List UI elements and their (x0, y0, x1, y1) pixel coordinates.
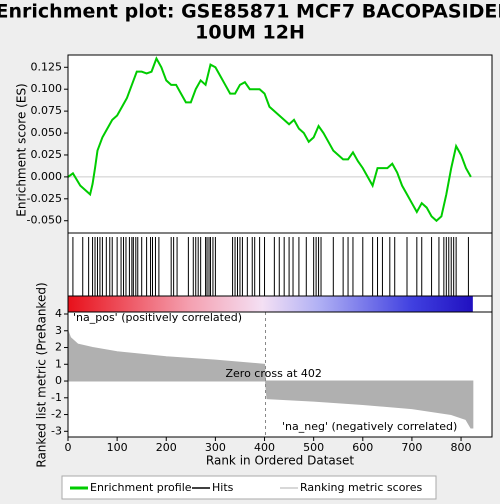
y-tick-label: -2 (51, 408, 62, 421)
y-axis-label: Enrichment score (ES) (15, 83, 29, 216)
y-tick-label: -0.050 (27, 214, 62, 227)
es-line (67, 56, 472, 223)
x-tick-label: 500 (303, 441, 324, 454)
y-tick-label: 0.125 (31, 60, 63, 73)
zero-cross-label: Zero cross at 402 (226, 367, 322, 380)
y-tick-label: 0.025 (31, 148, 63, 161)
legend-label: Ranking metric scores (300, 481, 422, 494)
chart-title: Enrichment plot: GSE85871 MCF7 BACOPASID… (0, 1, 500, 23)
y-tick-label: 0.050 (31, 126, 63, 139)
legend (61, 475, 437, 500)
y-tick-label: 0 (55, 374, 62, 387)
annotation: 'na_pos' (positively correlated) (73, 311, 242, 324)
x-tick-label: 100 (107, 441, 128, 454)
x-tick-label: 0 (65, 441, 72, 454)
legend-label: Enrichment profile (90, 481, 192, 494)
y-tick-label: -1 (51, 391, 62, 404)
x-tick-label: 200 (156, 441, 177, 454)
annotation: 'na_neg' (negatively correlated) (282, 420, 457, 433)
y-tick-label: 0.075 (31, 104, 63, 117)
y-axis-label: Ranked list metric (PreRanked) (35, 282, 49, 467)
x-tick-label: 400 (254, 441, 275, 454)
x-tick-label: 600 (352, 441, 373, 454)
y-tick-label: -3 (51, 424, 62, 437)
metric-area (67, 330, 474, 429)
legend-label: Hits (212, 481, 234, 494)
y-tick-label: 4 (55, 307, 62, 320)
x-tick-label: 300 (205, 441, 226, 454)
panel-frame (67, 295, 493, 313)
chart-title: 10UM 12H (195, 22, 305, 44)
y-tick-label: 1 (55, 357, 62, 370)
y-tick-label: 2 (55, 341, 62, 354)
x-axis-label: Rank in Ordered Dataset (206, 454, 354, 468)
y-tick-label: 3 (55, 324, 62, 337)
color-bar (68, 296, 473, 312)
y-tick-label: -0.025 (27, 192, 62, 205)
x-tick-label: 700 (401, 441, 422, 454)
y-tick-label: 0.100 (31, 82, 63, 95)
x-tick-label: 800 (451, 441, 472, 454)
y-tick-label: 0.000 (31, 170, 63, 183)
